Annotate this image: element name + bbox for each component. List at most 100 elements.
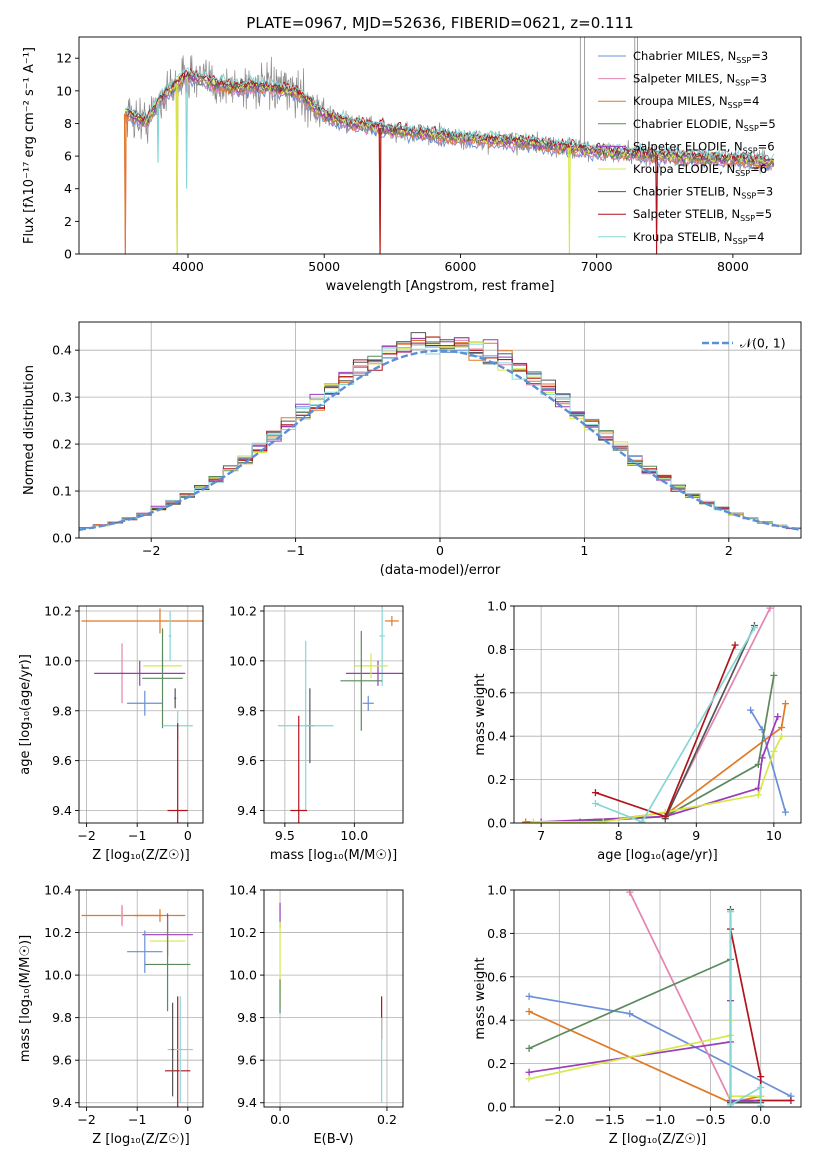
weight_vs_age-xlabel: age [log₁₀(age/yr)] [597, 848, 718, 863]
error-point [167, 996, 193, 1103]
spectrum-xlabel: wavelength [Angstrom, rest frame] [326, 279, 555, 294]
spectrum-plot-area [123, 37, 775, 254]
age_vs_Z-xtick-label: −1 [128, 828, 146, 843]
weight-marker [766, 606, 774, 612]
weight-marker [778, 732, 786, 740]
weight-marker [591, 799, 599, 807]
spectrum-ytick-label: 8 [64, 116, 72, 131]
spectrum-ylabel: Flux [fλ10⁻¹⁷ erg cm⁻² s⁻¹ A⁻¹] [22, 47, 37, 244]
weight-marker [758, 754, 766, 762]
weight_vs_age-frame [513, 605, 802, 824]
spectrum-xtick-label: 7000 [581, 259, 613, 274]
legend-entry: Chabrier ELODIE, NSSP=5 [633, 117, 776, 133]
age_vs_Z-ytick-label: 9.6 [52, 753, 72, 768]
age_vs_mass-xtick-label: 9.5 [275, 828, 295, 843]
weight-line-salpeter-stelib [595, 644, 736, 818]
weight-line-kroupa-elodie [528, 1020, 761, 1098]
mass_vs_ebv-frame [263, 889, 404, 1108]
model-dip [568, 147, 571, 254]
spectrum-title: PLATE=0967, MJD=52636, FIBERID=0621, z=0… [246, 14, 633, 32]
legend-entry: Salpeter MILES, NSSP=3 [633, 72, 767, 88]
weight-marker [525, 1008, 533, 1016]
mass_vs_Z-xtick-label: −2 [77, 1112, 95, 1127]
age_vs_mass-plot-area [277, 606, 403, 823]
mass_vs_Z-axes: −2 −1 0 9.4 9.6 9.8 10.0 10.2 10.4 Z [log₁₀(Z/Z☉)… [18, 883, 204, 1147]
weight_vs_age-ytick-label: 0.4 [487, 729, 507, 744]
age_vs_Z-plot-area [81, 608, 203, 823]
weight-marker [778, 724, 786, 732]
spectrum-frame [78, 36, 802, 255]
weight_vs_Z-ytick-label: 0.6 [487, 969, 507, 984]
spectrum-ytick-label: 4 [64, 181, 72, 196]
weight-marker [757, 1073, 765, 1081]
legend-entry: Salpeter STELIB, NSSP=5 [633, 207, 772, 223]
residuals-ytick-label: 0.4 [52, 343, 72, 358]
age_vs_mass-xtick-label: 10.0 [340, 828, 368, 843]
model-dip [175, 83, 179, 254]
weight_vs_Z-xtick-label: 0.0 [751, 1112, 771, 1127]
age_vs_Z-ytick-label: 9.4 [52, 803, 72, 818]
age_vs_mass-grid [264, 606, 403, 823]
weight-marker [774, 713, 782, 721]
residuals-xtick-label: −1 [286, 543, 304, 558]
mass_vs_ebv-axes: 0.0 0.2 9.4 9.6 9.8 10.0 10.2 10.4 E(B-V) [229, 883, 404, 1147]
residuals-ytick-label: 0.2 [52, 437, 72, 452]
weight_vs_age-ylabel: mass weight [473, 673, 488, 755]
mass_vs_Z-ytick-label: 10.0 [44, 968, 72, 983]
weight-marker [525, 992, 533, 1000]
residuals-xtick-label: 2 [725, 543, 733, 558]
weight_vs_Z-ytick-label: 0.2 [487, 1056, 507, 1071]
error-point [119, 904, 125, 927]
error-point [134, 909, 186, 922]
weight-marker [781, 700, 789, 708]
legend-entry: Chabrier STELIB, NSSP=3 [633, 185, 773, 201]
residuals-xlabel: (data-model)/error [380, 563, 501, 578]
weight_vs_Z-xtick-label: −1.0 [645, 1112, 675, 1127]
weight-marker [787, 1096, 795, 1104]
weight-marker [757, 1083, 765, 1091]
model-line-kroupa-stelib [125, 66, 775, 163]
age_vs_Z-xlabel: Z [log₁₀(Z/Z☉)] [92, 848, 189, 863]
weight_vs_age-ytick-label: 0.6 [487, 685, 507, 700]
error-point [354, 653, 388, 679]
error-point [94, 660, 186, 686]
mass_vs_ebv-ytick-label: 9.4 [237, 1095, 257, 1110]
weight_vs_age-xtick-label: 8 [615, 828, 623, 843]
age_vs_Z-xtick-label: 0 [184, 828, 192, 843]
model-dip [378, 128, 382, 254]
weight_vs_age-ytick-label: 1.0 [487, 599, 507, 614]
mass_vs_Z-xtick-label: 0 [184, 1112, 192, 1127]
legend-entry: Kroupa STELIB, NSSP=4 [633, 230, 764, 246]
weight_vs_age-ytick-label: 0.0 [487, 816, 507, 831]
weight_vs_Z-ylabel: mass weight [473, 957, 488, 1039]
model-dip [156, 103, 160, 163]
weight_vs_Z-xtick-label: −0.5 [695, 1112, 725, 1127]
age_vs_Z-frame [78, 605, 204, 824]
error-point [346, 660, 403, 686]
error-point [379, 606, 385, 686]
weight_vs_age-ytick-label: 0.8 [487, 642, 507, 657]
age_vs_mass-axes: 9.5 10.0 9.4 9.6 9.8 10.0 10.2 mass [log₁₀(M/M☉… [229, 603, 404, 863]
weight_vs_Z-xtick-label: −2.0 [544, 1112, 574, 1127]
weight-marker [731, 641, 739, 649]
mass_vs_ebv-xtick-label: 0.2 [377, 1112, 397, 1127]
weight_vs_Z-ytick-label: 0.8 [487, 926, 507, 941]
age_vs_mass-xlabel: mass [log₁₀(M/M☉)] [270, 848, 397, 863]
residuals-ylabel: Normed distribution [22, 365, 37, 495]
mass_vs_ebv-ytick-label: 9.6 [237, 1053, 257, 1068]
mass_vs_ebv-xtick-label: 0.0 [270, 1112, 290, 1127]
error-point [144, 917, 191, 1012]
weight-marker [638, 818, 646, 823]
error-point [81, 608, 203, 634]
weight-marker [529, 818, 537, 823]
age_vs_Z-ylabel: age [log₁₀(age/yr)] [18, 654, 33, 775]
weight-marker [525, 1068, 533, 1076]
mass_vs_Z-frame [78, 889, 204, 1108]
spectrum-legend: Chabrier MILES, NSSP=3 Salpeter MILES, NS… [598, 49, 776, 246]
model-dip [185, 77, 188, 189]
spectrum-xtick-label: 8000 [717, 259, 749, 274]
weight-line-kroupa-miles [525, 703, 787, 823]
error-point [127, 690, 163, 716]
weight-line-kroupa-miles [528, 1010, 761, 1104]
